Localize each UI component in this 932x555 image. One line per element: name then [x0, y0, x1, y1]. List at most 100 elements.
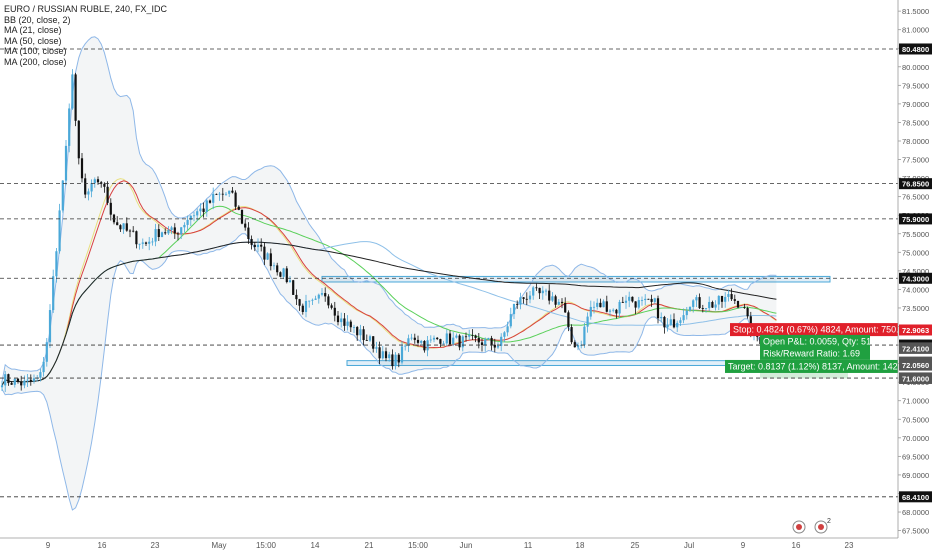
candle-body — [68, 108, 71, 146]
candle-body — [202, 208, 205, 212]
candle-body — [647, 298, 650, 300]
price-tick-label: 68.0000 — [902, 508, 929, 517]
candle-body — [528, 295, 532, 300]
candle-body — [676, 322, 679, 328]
candle-body — [714, 304, 717, 308]
candle-body — [375, 347, 378, 349]
candle-body — [247, 227, 250, 239]
candle-body — [448, 333, 452, 345]
candle-body — [215, 193, 218, 195]
candle-body — [154, 229, 157, 242]
candle-body — [660, 316, 663, 319]
toolbar-icon-layer[interactable]: 2 — [792, 518, 831, 534]
level-price-label: 74.3000 — [902, 274, 929, 283]
price-tick-label: 74.5000 — [902, 267, 929, 276]
candle-body — [509, 314, 512, 327]
candle-body — [692, 300, 695, 307]
candle-body — [698, 297, 701, 309]
candle-body — [109, 202, 112, 215]
candle-body — [212, 193, 215, 203]
candle-body — [471, 334, 474, 336]
replay-icon-dot — [818, 524, 824, 530]
candle-body — [170, 227, 173, 230]
candle-body — [407, 338, 410, 346]
candle-body — [570, 327, 573, 343]
candle-body — [512, 303, 516, 315]
stop-label-bg — [730, 323, 898, 337]
candle-body — [71, 74, 74, 109]
candle-body — [586, 316, 589, 327]
candle-body — [164, 232, 167, 234]
price-tick-label: 76.5000 — [902, 193, 929, 202]
candle-body — [260, 244, 263, 247]
level-price-label: 75.9000 — [902, 215, 929, 224]
price-tick-label: 70.0000 — [902, 434, 929, 443]
current-price-label-bg — [899, 342, 932, 354]
time-tick-label: 16 — [98, 541, 107, 550]
time-tick-label: 21 — [365, 541, 374, 550]
candle-body — [61, 180, 64, 211]
candle-body — [592, 306, 596, 308]
candle-body — [631, 296, 634, 302]
candle-body — [615, 309, 618, 314]
candle-body — [282, 268, 285, 277]
candle-body — [605, 301, 608, 312]
candle-body — [519, 297, 522, 305]
candle-body — [4, 374, 7, 386]
candle-body — [612, 309, 615, 311]
candle-body — [173, 227, 176, 234]
candle-body — [122, 223, 125, 230]
replay-icon-badge: 2 — [827, 518, 831, 525]
record-icon-dot — [796, 524, 802, 530]
candle-body — [295, 294, 298, 300]
candle-body — [503, 332, 506, 337]
candle-body — [103, 183, 106, 187]
candle-body — [480, 342, 484, 345]
candle-body — [87, 191, 90, 195]
time-tick-label: May — [211, 541, 226, 550]
candle-body — [292, 280, 295, 295]
candle-body — [727, 294, 730, 297]
candle-body — [311, 299, 314, 301]
candle-body — [516, 303, 519, 305]
candle-body — [55, 251, 58, 277]
pnl-label-bg — [760, 334, 870, 348]
candle-body — [13, 378, 16, 385]
candle-body — [112, 214, 116, 223]
candle-body — [330, 305, 333, 308]
candle-body — [74, 74, 77, 121]
candle-body — [224, 193, 228, 195]
rr-label-text: Risk/Reward Ratio: 1.69 — [763, 348, 860, 358]
legend-item-ma50: MA (50, close) — [4, 35, 62, 46]
replay-icon[interactable]: 2 — [814, 518, 831, 534]
candle-body — [340, 318, 343, 323]
candle-body — [90, 183, 93, 192]
candle-body — [496, 345, 500, 348]
candle-body — [420, 340, 423, 343]
legend-item-ma100: MA (100, close) — [4, 46, 67, 56]
candle-body — [685, 310, 688, 316]
candle-body — [39, 372, 42, 378]
level-price-label: 76.8500 — [902, 180, 929, 189]
candle-body — [365, 340, 368, 341]
current-price-label: 72.4100 — [902, 344, 929, 353]
candle-body — [263, 246, 266, 260]
candle-body — [663, 316, 666, 328]
candle-body — [116, 222, 119, 226]
candle-body — [384, 351, 388, 359]
record-icon[interactable] — [792, 520, 806, 534]
candle-body — [650, 298, 653, 302]
candle-body — [80, 158, 84, 179]
candle-body — [192, 215, 196, 217]
price-tick-label: 75.0000 — [902, 248, 929, 257]
candle-body — [717, 295, 720, 305]
candle-body — [551, 296, 554, 301]
position-label-layer: Stop: 0.4824 (0.67%) 4824, Amount: 750.1… — [725, 323, 910, 373]
candle-body — [180, 227, 183, 235]
candle-body — [189, 215, 192, 220]
candle-body — [128, 230, 132, 232]
candle-body — [96, 179, 100, 183]
candle-body — [404, 345, 407, 347]
